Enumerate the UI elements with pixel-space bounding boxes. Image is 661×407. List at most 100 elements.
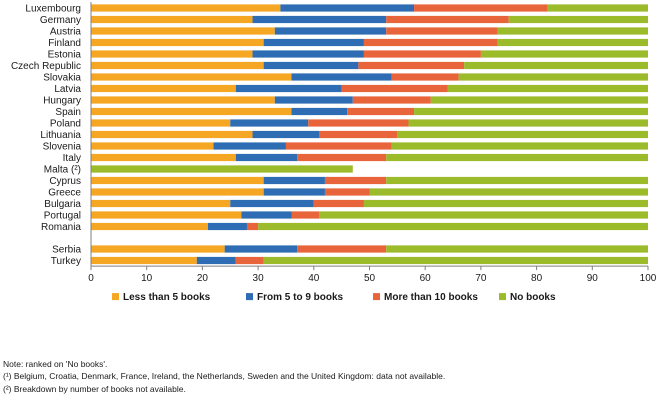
bar-luxembourg-less-than-5-books <box>91 4 281 12</box>
bar-bulgaria-more-than-10-books <box>313 199 364 208</box>
bar-hungary-more-than-10-books <box>352 96 431 104</box>
bar-finland-more-than-10-books <box>363 38 498 47</box>
category-label-czech-republic: Czech Republic <box>11 61 81 72</box>
x-axis: 0 10 20 30 40 50 60 70 80 90 100 <box>88 2 657 284</box>
x-tick-label-0: 0 <box>88 273 94 284</box>
bar-spain-more-than-10-books <box>347 107 415 116</box>
bar-slovakia-less-than-5-books <box>91 73 292 81</box>
bar-finland-no-books <box>497 38 648 47</box>
bar-finland-less-than-5-books <box>91 38 264 47</box>
bar-austria-no-books <box>497 27 648 35</box>
bar-greece-less-than-5-books <box>91 188 264 196</box>
bar-greece-from-5-to-9-books <box>263 188 325 196</box>
bar-finland-from-5-to-9-books <box>263 38 364 47</box>
bar-hungary-from-5-to-9-books <box>274 96 353 104</box>
bar-italy-from-5-to-9-books <box>235 153 298 162</box>
bar-spain-no-books <box>414 107 648 116</box>
bar-austria-less-than-5-books <box>91 27 275 35</box>
bar-estonia-from-5-to-9-books <box>252 50 364 58</box>
bar-portugal-from-5-to-9-books <box>241 211 292 219</box>
bar-germany-no-books <box>508 15 648 24</box>
x-tick-label-30: 30 <box>253 273 265 284</box>
bar-germany-from-5-to-9-books <box>252 15 387 24</box>
bar-turkey-more-than-10-books <box>235 256 264 265</box>
bar-slovakia-more-than-10-books <box>391 73 459 81</box>
bar-latvia-no-books <box>447 84 648 93</box>
x-tick-label-80: 80 <box>531 273 543 284</box>
x-tick-label-90: 90 <box>587 273 599 284</box>
bar-serbia-no-books <box>386 245 648 253</box>
bar-cyprus-less-than-5-books <box>91 176 264 185</box>
bar-luxembourg-from-5-to-9-books <box>280 4 415 12</box>
x-tick-label-50: 50 <box>364 273 376 284</box>
bar-hungary-less-than-5-books <box>91 96 275 104</box>
bar-latvia-less-than-5-books <box>91 84 236 93</box>
category-label-cyprus: Cyprus <box>49 176 81 187</box>
bar-romania-from-5-to-9-books <box>207 222 247 231</box>
bar-turkey-less-than-5-books <box>91 256 197 265</box>
note-footnote-1: (¹) Belgium, Croatia, Denmark, France, I… <box>3 371 446 382</box>
bar-slovenia-from-5-to-9-books <box>213 142 286 150</box>
bar-germany-less-than-5-books <box>91 15 253 24</box>
bar-czech-republic-more-than-10-books <box>358 61 465 70</box>
bar-serbia-from-5-to-9-books <box>224 245 298 253</box>
bar-malta-no-books <box>91 165 353 173</box>
bar-luxembourg-more-than-10-books <box>414 4 548 12</box>
bar-greece-more-than-10-books <box>324 188 370 196</box>
legend-label-from-5-to-9-books: From 5 to 9 books <box>257 292 344 303</box>
bar-bulgaria-no-books <box>363 199 648 208</box>
bar-estonia-no-books <box>480 50 648 58</box>
bar-slovakia-from-5-to-9-books <box>291 73 392 81</box>
bar-slovakia-no-books <box>458 73 648 81</box>
legend: Less than 5 books From 5 to 9 books More t… <box>112 292 556 303</box>
x-tick-label-70: 70 <box>475 273 487 284</box>
x-tick-label-40: 40 <box>308 273 320 284</box>
bar-cyprus-from-5-to-9-books <box>263 176 325 185</box>
category-label-germany: Germany <box>40 15 81 26</box>
bar-hungary-no-books <box>430 96 648 104</box>
bar-portugal-less-than-5-books <box>91 211 242 219</box>
legend-swatch-less-than-5-books <box>112 293 119 301</box>
chart-notes: Note: ranked on 'No books'. (¹) Belgium,… <box>3 358 445 395</box>
bar-serbia-more-than-10-books <box>297 245 387 253</box>
bars-group <box>91 4 648 265</box>
bar-poland-no-books <box>408 119 648 127</box>
bar-slovenia-less-than-5-books <box>91 142 214 150</box>
bar-estonia-more-than-10-books <box>363 50 481 58</box>
legend-label-more-than-10-books: More than 10 books <box>384 292 478 303</box>
legend-swatch-no-books <box>499 293 506 301</box>
bar-latvia-more-than-10-books <box>341 84 448 93</box>
category-label-portugal: Portugal <box>44 210 81 221</box>
bar-austria-more-than-10-books <box>386 27 498 35</box>
category-label-romania: Romania <box>41 222 81 233</box>
bar-latvia-from-5-to-9-books <box>235 84 342 93</box>
legend-swatch-more-than-10-books <box>373 293 380 301</box>
bar-estonia-less-than-5-books <box>91 50 253 58</box>
category-label-hungary: Hungary <box>43 95 81 106</box>
bar-portugal-more-than-10-books <box>291 211 320 219</box>
x-tick-label-100: 100 <box>640 273 657 284</box>
bar-spain-less-than-5-books <box>91 107 292 116</box>
bar-italy-more-than-10-books <box>297 153 387 162</box>
note-footnote-2: (²) Breakdown by number of books not ava… <box>3 383 186 394</box>
x-tick-label-10: 10 <box>141 273 153 284</box>
category-label-luxembourg: Luxembourg <box>25 3 81 14</box>
bar-turkey-no-books <box>263 256 648 265</box>
bar-italy-no-books <box>386 153 648 162</box>
category-label-italy: Italy <box>63 153 81 164</box>
bar-bulgaria-from-5-to-9-books <box>230 199 314 208</box>
bar-poland-less-than-5-books <box>91 119 231 127</box>
bar-czech-republic-no-books <box>464 61 648 70</box>
category-label-slovakia: Slovakia <box>43 72 81 83</box>
bar-spain-from-5-to-9-books <box>291 107 348 116</box>
bar-germany-more-than-10-books <box>386 15 509 24</box>
legend-label-less-than-5-books: Less than 5 books <box>123 292 211 303</box>
category-label-slovenia: Slovenia <box>43 141 82 152</box>
category-label-spain: Spain <box>55 107 81 118</box>
x-tick-label-20: 20 <box>197 273 209 284</box>
category-label-malta: Malta (²) <box>44 164 81 175</box>
bar-lithuania-less-than-5-books <box>91 130 253 139</box>
bar-luxembourg-no-books <box>547 4 648 12</box>
bar-cyprus-more-than-10-books <box>324 176 387 185</box>
